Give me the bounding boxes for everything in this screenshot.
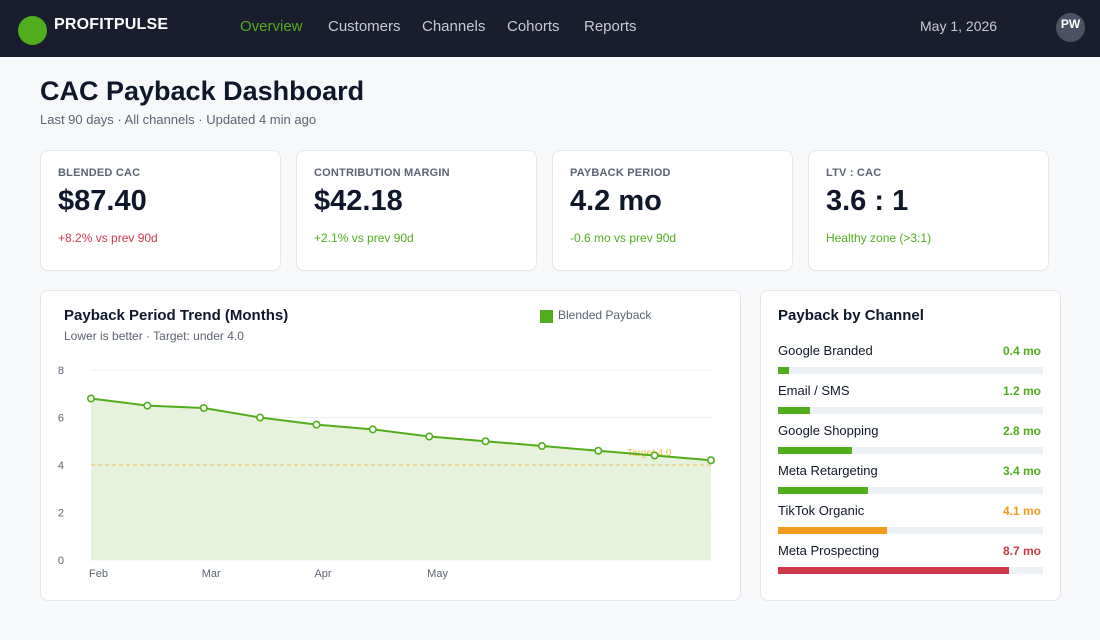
channel-bar-track xyxy=(778,527,1043,534)
brand-logo-icon[interactable] xyxy=(18,16,47,45)
nav-channels[interactable]: Channels xyxy=(422,18,486,35)
kpi-delta: +2.1% vs prev 90d xyxy=(314,231,414,245)
channel-value: 2.8 mo xyxy=(1002,424,1041,438)
y-tick-label: 2 xyxy=(58,508,64,520)
channel-value: 3.4 mo xyxy=(1002,464,1041,478)
payback-trend-card: Payback Period Trend (Months) Lower is b… xyxy=(40,290,741,601)
nav-cohorts[interactable]: Cohorts xyxy=(507,18,560,35)
series-area-fill xyxy=(91,398,711,560)
data-point xyxy=(199,404,208,413)
kpi-card-payback-period: PAYBACK PERIOD 4.2 mo -0.6 mo vs prev 90… xyxy=(552,150,793,271)
data-point xyxy=(481,437,490,446)
data-point xyxy=(143,401,152,410)
top-navigation-bar: PROFITPULSE Overview Customers Channels … xyxy=(0,0,1100,57)
kpi-card-contribution-margin: CONTRIBUTION MARGIN $42.18 +2.1% vs prev… xyxy=(296,150,537,271)
data-point xyxy=(86,394,95,403)
data-point xyxy=(312,420,321,429)
kpi-value: 3.6 : 1 xyxy=(826,185,909,217)
page-title: CAC Payback Dashboard xyxy=(40,76,365,106)
data-point xyxy=(706,456,715,465)
y-tick-label: 6 xyxy=(58,413,64,425)
channel-bar-track xyxy=(778,407,1043,414)
brand-name[interactable]: PROFITPULSE xyxy=(54,16,169,33)
chart-subtitle: Lower is better · Target: under 4.0 xyxy=(64,329,244,343)
current-date: May 1, 2026 xyxy=(920,18,998,34)
legend-label[interactable]: Blended Payback xyxy=(558,308,652,322)
data-point xyxy=(256,413,265,422)
kpi-delta: +8.2% vs prev 90d xyxy=(58,231,158,245)
channel-name: Google Shopping xyxy=(778,423,879,438)
x-tick-label: Mar xyxy=(202,568,221,580)
channel-name: Meta Retargeting xyxy=(778,463,878,478)
channel-value: 8.7 mo xyxy=(1002,544,1041,558)
data-point xyxy=(594,446,603,455)
channel-bar-fill xyxy=(778,487,869,494)
chart-title: Payback Period Trend (Months) xyxy=(64,307,289,324)
kpi-delta: Healthy zone (>3:1) xyxy=(826,231,932,245)
kpi-value: $42.18 xyxy=(314,185,403,217)
payback-trend-chart: 0 2 4 6 8 Feb Mar Apr May Target 4.0 xyxy=(58,365,715,580)
channel-value: 0.4 mo xyxy=(1002,344,1041,358)
kpi-label: CONTRIBUTION MARGIN xyxy=(314,167,450,179)
target-label: Target 4.0 xyxy=(627,448,672,459)
channel-name: Google Branded xyxy=(778,343,873,358)
x-tick-label: Apr xyxy=(314,568,331,580)
channel-bar-track xyxy=(778,447,1043,454)
y-tick-label: 8 xyxy=(58,365,64,377)
kpi-value: $87.40 xyxy=(58,185,147,217)
channel-name: Email / SMS xyxy=(778,383,850,398)
channel-value: 4.1 mo xyxy=(1002,504,1041,518)
kpi-label: PAYBACK PERIOD xyxy=(570,167,671,179)
channel-name: Meta Prospecting xyxy=(778,543,880,558)
kpi-card-ltv-cac: LTV : CAC 3.6 : 1 Healthy zone (>3:1) xyxy=(808,150,1049,271)
nav-customers[interactable]: Customers xyxy=(328,18,401,35)
kpi-label: LTV : CAC xyxy=(826,167,882,179)
x-tick-label: Feb xyxy=(89,568,108,580)
channel-panel-title: Payback by Channel xyxy=(778,307,924,324)
data-point xyxy=(650,451,659,460)
kpi-delta: -0.6 mo vs prev 90d xyxy=(570,231,677,245)
y-tick-label: 0 xyxy=(58,555,64,567)
channel-bar-fill xyxy=(778,527,887,534)
channel-bar-fill xyxy=(778,367,789,374)
y-tick-label: 4 xyxy=(58,460,64,472)
channel-bar-fill xyxy=(778,407,810,414)
kpi-card-blended-cac: BLENDED CAC $87.40 +8.2% vs prev 90d xyxy=(40,150,281,271)
channel-value: 1.2 mo xyxy=(1002,384,1041,398)
nav-overview[interactable]: Overview xyxy=(240,18,303,35)
series-line xyxy=(90,397,712,462)
payback-by-channel-card: Payback by Channel Google Branded 0.4 mo E… xyxy=(760,290,1061,601)
data-point xyxy=(425,432,434,441)
channel-bar-track xyxy=(778,367,1043,374)
data-point xyxy=(368,425,377,434)
channel-name: TikTok Organic xyxy=(778,503,865,518)
channel-bar-track xyxy=(778,567,1043,574)
kpi-label: BLENDED CAC xyxy=(58,167,141,179)
kpi-value: 4.2 mo xyxy=(570,185,662,217)
x-tick-label: May xyxy=(427,568,448,580)
data-point xyxy=(537,442,546,451)
channel-bar-fill xyxy=(778,447,853,454)
channel-bar-track xyxy=(778,487,1043,494)
nav-reports[interactable]: Reports xyxy=(584,18,637,35)
user-avatar[interactable]: PW xyxy=(1056,13,1085,42)
legend-swatch xyxy=(540,310,553,323)
channel-bar-fill xyxy=(778,567,1009,574)
page-subtitle: Last 90 days · All channels · Updated 4 … xyxy=(40,112,317,127)
